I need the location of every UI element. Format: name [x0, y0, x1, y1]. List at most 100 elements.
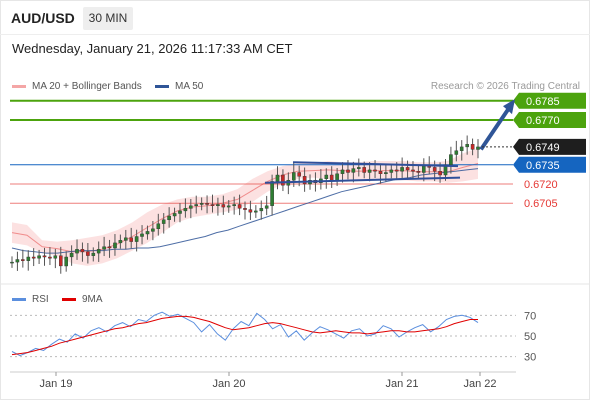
- research-credit: Research © 2026 Trading Central: [430, 81, 580, 92]
- candle-body: [48, 256, 52, 259]
- candle-body: [449, 154, 453, 166]
- candle-body: [232, 204, 237, 206]
- current-price-tag-shape: [513, 138, 586, 155]
- candle-body: [156, 223, 161, 229]
- rsi-series-rsi: [11, 311, 479, 357]
- candle-body: [145, 231, 150, 235]
- candle-body: [134, 236, 139, 242]
- level-tag-shape: [513, 156, 586, 173]
- legend-rsi: RSI: [12, 294, 49, 305]
- candle-body: [210, 204, 215, 206]
- symbol-label: AUD/USD: [11, 10, 75, 26]
- candle-body: [183, 208, 188, 212]
- level-label-0.6705: 0.6705: [524, 198, 558, 210]
- candle-body: [216, 204, 220, 206]
- rsi-series-9ma: [11, 315, 478, 356]
- level-tag-text: 0.6735: [526, 160, 560, 172]
- x-tick-label: Jan 20: [212, 378, 245, 390]
- candle-body: [335, 173, 339, 181]
- candle-body: [64, 256, 68, 267]
- rsi-tick-label: 70: [524, 310, 536, 322]
- candle-body: [15, 259, 20, 263]
- candle-body: [340, 169, 345, 174]
- candle-body: [405, 167, 410, 171]
- candle-body: [346, 169, 350, 173]
- candle-body: [113, 242, 117, 249]
- candle-body: [178, 210, 182, 214]
- candle-body: [384, 172, 388, 174]
- candle-body: [10, 261, 14, 264]
- candle-body: [270, 181, 274, 206]
- candle-body: [161, 219, 166, 224]
- rsi-tick-label: 30: [524, 352, 536, 364]
- candle-body: [465, 144, 470, 148]
- bollinger-band-area: [12, 148, 478, 266]
- flag-lower-line: [264, 176, 461, 184]
- candle-body: [237, 204, 242, 209]
- candle-body: [243, 208, 247, 210]
- rsi-tick-label: 50: [524, 331, 536, 343]
- ma50-swatch-icon: [155, 85, 169, 88]
- candle-body: [324, 174, 329, 179]
- candle-body: [107, 246, 112, 249]
- legend-label: MA 20 + Bollinger Bands: [32, 81, 142, 92]
- candle-body: [454, 150, 459, 155]
- candle-body: [367, 169, 372, 173]
- candle-body: [42, 255, 47, 258]
- candle-body: [378, 170, 383, 174]
- candle-body: [275, 174, 280, 182]
- candle-body: [438, 170, 442, 176]
- candle-body: [140, 233, 144, 237]
- candle-body: [129, 237, 134, 242]
- projection-arrow-shaft: [479, 106, 511, 151]
- candle-body: [373, 169, 377, 172]
- candle-body: [69, 252, 74, 258]
- candle-body: [91, 252, 96, 256]
- x-tick-label: Jan 19: [39, 378, 72, 390]
- legend-ma50: MA 50: [155, 81, 203, 92]
- ma20-swatch-icon: [12, 85, 26, 88]
- candle-body: [80, 249, 85, 253]
- candle-body: [194, 204, 199, 206]
- candle-body: [389, 169, 394, 173]
- candle-body: [21, 259, 25, 261]
- candle-body: [118, 240, 123, 244]
- 9ma-swatch-icon: [62, 298, 76, 301]
- candle-body: [226, 205, 231, 208]
- candle-body: [248, 209, 253, 213]
- candle-body: [205, 202, 209, 205]
- level-label-0.6720: 0.6720: [524, 179, 558, 191]
- legend-label: 9MA: [82, 294, 103, 305]
- candle-body: [31, 256, 36, 259]
- candle-body: [394, 169, 399, 172]
- candle-body: [297, 172, 302, 177]
- candle-body: [264, 205, 269, 209]
- candle-body: [411, 169, 415, 172]
- candle-body: [259, 208, 264, 212]
- legend-label: MA 50: [175, 81, 204, 92]
- candle-body: [362, 167, 367, 173]
- candle-body: [172, 213, 177, 217]
- current-price-text: 0.6749: [526, 142, 560, 154]
- candle-body: [123, 237, 128, 241]
- candle-body: [86, 251, 90, 256]
- projection-arrow-head-icon: [503, 99, 515, 115]
- candle-body: [102, 246, 106, 250]
- timestamp: Wednesday, January 21, 2026 11:17:33 AM …: [12, 41, 293, 56]
- level-tag-text: 0.6785: [526, 96, 560, 108]
- candle-body: [167, 215, 171, 220]
- level-tag-0.6735: 0.6735: [513, 156, 586, 173]
- flag-upper-line: [292, 161, 459, 168]
- candle-body: [400, 167, 404, 172]
- candle-body: [221, 204, 226, 208]
- current-price-tag: 0.6749: [513, 138, 586, 155]
- candle-body: [53, 255, 58, 259]
- level-tag-0.6770: 0.6770: [513, 112, 586, 128]
- timeframe-badge[interactable]: 30 MIN: [83, 7, 133, 30]
- candle-body: [416, 170, 421, 173]
- candle-body: [75, 249, 79, 254]
- candle-body: [459, 146, 464, 151]
- candle-body: [59, 255, 63, 267]
- candle-body: [357, 167, 361, 169]
